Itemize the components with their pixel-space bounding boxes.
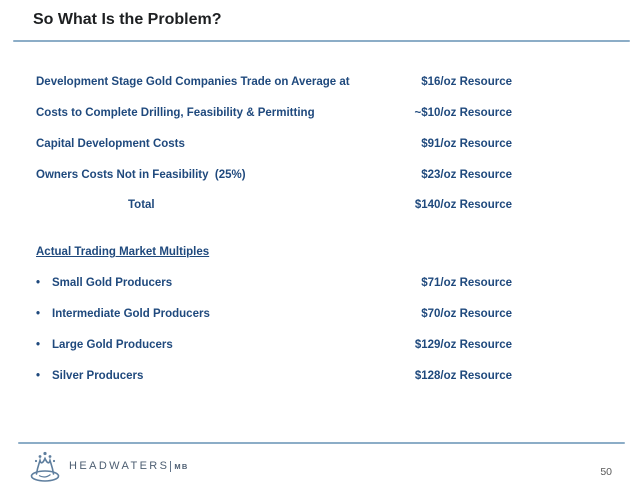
total-value: $140/oz Resource [414,199,512,211]
cost-row-label: Capital Development Costs [36,138,185,150]
cost-row: Development Stage Gold Companies Trade o… [36,76,512,88]
market-bullet-row: • Large Gold Producers $129/oz Resource [36,339,512,351]
cost-row: Capital Development Costs $91/oz Resourc… [36,138,512,150]
bullet-value: $128/oz Resource [414,370,512,382]
cost-row-label: Costs to Complete Drilling, Feasibility … [36,107,315,119]
headwaters-splash-icon [30,451,60,482]
slide-title: So What Is the Problem? [33,11,222,28]
logo-suffix: MB [174,461,189,471]
footer-divider-line [18,442,625,444]
headwaters-logo: HEADWATERS MB [28,449,188,483]
cost-row: Owners Costs Not in Feasibility (25%) $2… [36,169,512,181]
cost-row-value: $23/oz Resource [421,169,512,181]
bullet-value: $70/oz Resource [421,308,512,320]
bullet-icon: • [36,308,41,320]
bullet-label: Silver Producers [52,370,144,382]
market-bullet-row: • Intermediate Gold Producers $70/oz Res… [36,308,512,320]
bullet-value: $129/oz Resource [414,339,512,351]
cost-row-label: Development Stage Gold Companies Trade o… [36,76,350,88]
market-multiples-heading: Actual Trading Market Multiples [36,246,210,258]
bullet-label: Small Gold Producers [52,277,173,289]
cost-row-label: Owners Costs Not in Feasibility (25%) [36,169,246,181]
market-bullet-row: • Small Gold Producers $71/oz Resource [36,277,512,289]
bullet-label: Intermediate Gold Producers [52,308,210,320]
bullet-icon: • [36,339,41,351]
title-divider-line [13,40,630,42]
cost-row-value: $91/oz Resource [421,138,512,150]
bullet-icon: • [36,370,41,382]
cost-row-value: $16/oz Resource [421,76,512,88]
bullet-label: Large Gold Producers [52,339,173,351]
logo-divider-bar [170,460,172,472]
page-number: 50 [600,466,612,478]
cost-row: Costs to Complete Drilling, Feasibility … [36,107,512,119]
logo-wordmark: HEADWATERS [69,460,170,472]
market-bullet-row: • Silver Producers $128/oz Resource [36,370,512,382]
bullet-value: $71/oz Resource [421,277,512,289]
cost-row-total: Total $140/oz Resource [36,199,512,211]
bullet-icon: • [36,277,41,289]
total-label: Total [128,199,155,211]
cost-row-value: ~$10/oz Resource [414,107,512,119]
